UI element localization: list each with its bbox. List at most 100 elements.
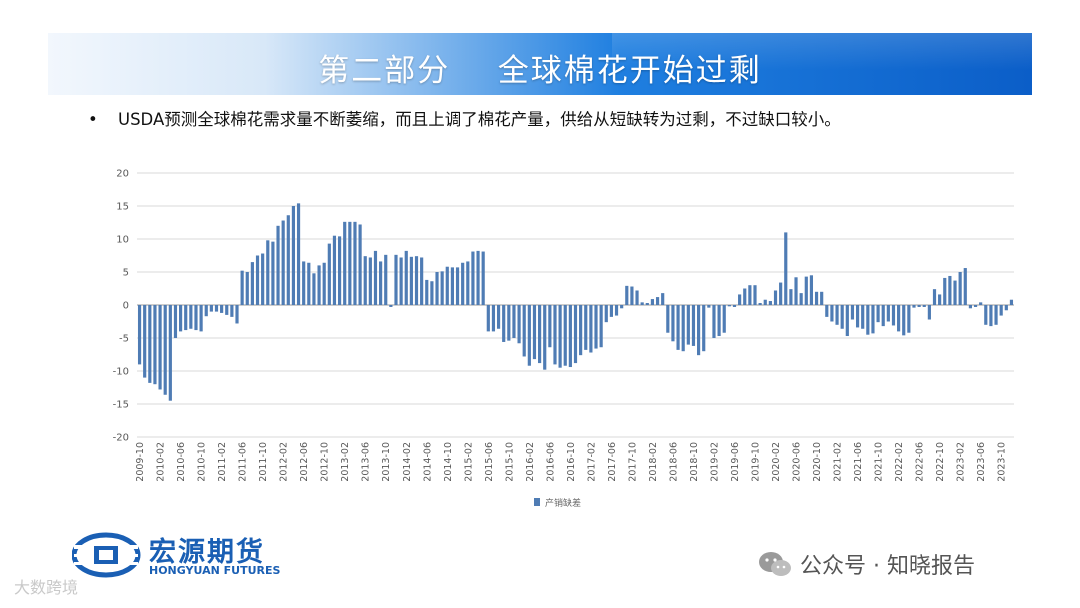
x-tick-label: 2017-10 — [627, 442, 638, 482]
bar — [373, 250, 378, 305]
y-tick-label: -10 — [113, 367, 129, 378]
bar — [261, 253, 265, 305]
x-tick-label: 2023-10 — [997, 442, 1008, 482]
bar — [461, 262, 465, 305]
section-title: 第二部分 全球棉花开始过剩 — [318, 53, 762, 89]
bar — [184, 305, 188, 331]
bar — [538, 305, 542, 364]
bar — [209, 305, 213, 312]
bar — [548, 305, 552, 348]
y-tick-label: 10 — [116, 235, 129, 246]
bar — [322, 262, 326, 305]
x-tick-label: 2021-10 — [874, 442, 885, 482]
legend-label: 产销缺差 — [545, 497, 581, 509]
bar — [691, 305, 696, 346]
bar — [763, 299, 767, 305]
bar — [891, 305, 896, 326]
brand-name-en: HONGYUAN FUTURES — [149, 564, 281, 577]
bar — [173, 305, 178, 338]
bar — [512, 305, 516, 338]
bar — [773, 290, 778, 305]
bar — [661, 293, 665, 305]
bullet-symbol: • — [88, 110, 98, 129]
bar — [948, 275, 952, 305]
bar — [799, 293, 803, 305]
x-tick-label: 2023-02 — [956, 442, 967, 482]
x-tick-label: 2020-06 — [792, 442, 803, 482]
bar — [558, 305, 562, 368]
chart-bars — [137, 203, 1014, 401]
bar — [897, 305, 901, 332]
bar — [271, 241, 275, 305]
y-tick-label: -5 — [119, 334, 129, 345]
bar — [296, 203, 301, 305]
x-tick-label: 2020-10 — [812, 442, 823, 482]
bar — [681, 305, 685, 352]
bar — [363, 256, 367, 305]
bar — [414, 256, 419, 305]
bar — [845, 305, 849, 337]
bar — [214, 305, 219, 312]
x-tick-label: 2013-02 — [340, 442, 351, 482]
bar — [589, 305, 593, 353]
bar — [671, 305, 675, 342]
bar — [686, 305, 690, 345]
legend-swatch — [534, 498, 540, 506]
bar — [697, 305, 701, 356]
bar — [712, 305, 716, 338]
bar — [989, 305, 993, 327]
bar — [999, 305, 1003, 316]
bar — [625, 285, 629, 305]
x-tick-label: 2019-06 — [730, 442, 741, 482]
chart-legend: 产销缺差 — [534, 497, 581, 509]
watermark-bottom-text: 大数跨境 — [14, 578, 79, 597]
bar — [332, 235, 337, 305]
x-tick-label: 2010-06 — [176, 442, 187, 482]
bar — [194, 305, 198, 331]
bar — [337, 236, 342, 305]
x-tick-label: 2014-06 — [422, 442, 433, 482]
x-tick-label: 2012-02 — [279, 442, 290, 482]
bar — [476, 250, 480, 305]
bar — [276, 225, 280, 305]
bar — [963, 268, 967, 305]
bar — [502, 305, 506, 342]
bar — [881, 305, 885, 327]
bar — [809, 275, 814, 305]
bar — [820, 291, 824, 305]
x-tick-label: 2023-06 — [976, 442, 987, 482]
x-tick-label: 2015-10 — [504, 442, 515, 482]
bar — [871, 305, 875, 334]
brand-name-cn: 宏源期货 — [149, 537, 265, 568]
bar — [640, 302, 644, 305]
bar — [384, 254, 388, 305]
bar — [814, 291, 819, 305]
bar — [943, 277, 947, 305]
bar — [394, 254, 398, 305]
bar — [199, 305, 203, 332]
bar — [825, 305, 829, 317]
bar — [317, 265, 321, 305]
bar — [717, 305, 721, 337]
bar — [861, 305, 865, 329]
bar — [676, 305, 680, 350]
bar — [748, 285, 752, 305]
bar — [189, 305, 193, 329]
bar — [702, 305, 706, 352]
x-tick-label: 2010-02 — [156, 442, 167, 482]
x-tick-label: 2021-02 — [833, 442, 844, 482]
bar — [153, 305, 157, 385]
bar — [707, 305, 711, 308]
bar — [143, 305, 147, 378]
bar — [179, 305, 183, 332]
x-tick-label: 2020-02 — [771, 442, 782, 482]
bar — [368, 257, 372, 305]
bar — [225, 305, 229, 315]
x-tick-label: 2016-02 — [525, 442, 536, 482]
company-logo: 宏源期货 HONGYUAN FUTURES — [71, 528, 312, 584]
bar — [968, 305, 972, 309]
bar — [866, 305, 870, 335]
bar — [886, 305, 890, 322]
x-tick-label: 2018-10 — [689, 442, 700, 482]
bar — [922, 305, 926, 307]
